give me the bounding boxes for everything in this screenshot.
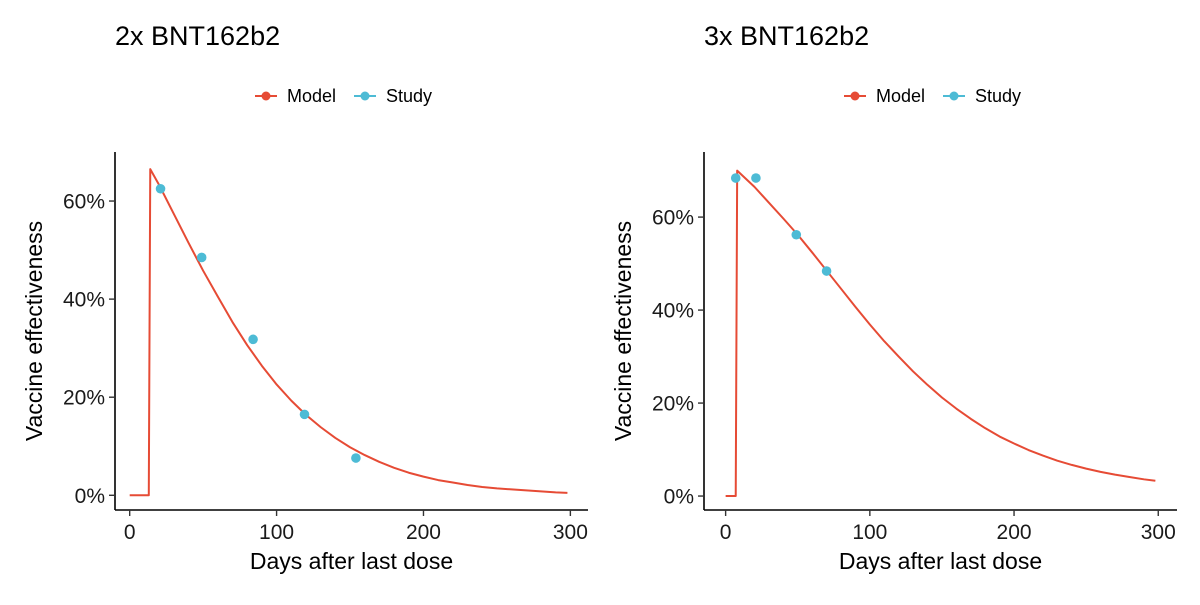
legend-key-point (949, 91, 959, 101)
y-tick-label: 60% (63, 191, 105, 214)
data-point-study (351, 453, 361, 463)
data-point-study (791, 229, 802, 240)
y-axis-title: Vaccine effectiveness (21, 221, 47, 441)
x-tick-label: 100 (852, 521, 887, 544)
legend-item-model: Model (255, 86, 336, 106)
x-tick-label: 300 (553, 521, 588, 544)
legend-item-study: Study (354, 86, 432, 106)
legend: Model Study (255, 86, 432, 106)
legend-label: Study (386, 86, 432, 106)
y-tick-label: 0% (75, 485, 105, 508)
legend-key-point (360, 91, 370, 101)
chart-panel-2: 3x BNT162b2 Model Study 0% 20% 40% 60% 0 100 200 3… (610, 21, 1177, 574)
legend-key-point (850, 91, 860, 101)
legend-label: Model (876, 86, 925, 106)
x-tick-label: 100 (259, 521, 294, 544)
data-point-study (730, 173, 741, 183)
y-tick-label: 40% (652, 300, 694, 323)
x-tick-label: 0 (720, 521, 732, 544)
x-axis-title: Days after last dose (250, 548, 453, 574)
data-point-study (751, 173, 761, 183)
chart-panel-1: 2x BNT162b2 Model Study 0% 20% 40% 60% 0 100 200 3… (21, 21, 588, 574)
x-tick-label: 300 (1141, 521, 1176, 544)
data-point-study (248, 334, 258, 345)
y-tick-label: 40% (63, 289, 105, 312)
y-axis-title: Vaccine effectiveness (610, 221, 636, 441)
series-line-model (129, 168, 568, 497)
data-point-study (155, 183, 166, 194)
legend-label: Model (287, 86, 336, 106)
x-tick-label: 200 (997, 521, 1032, 544)
y-tick-label: 0% (664, 486, 694, 509)
data-point-study (821, 266, 832, 276)
y-tick-label: 60% (652, 207, 694, 230)
chart-title: 2x BNT162b2 (115, 21, 280, 51)
legend-key-point (261, 91, 271, 101)
series-line-model (725, 169, 1156, 498)
y-tick-label: 20% (652, 393, 694, 416)
y-tick-label: 20% (63, 387, 105, 410)
data-point-study (299, 409, 310, 420)
x-tick-label: 0 (124, 521, 136, 544)
legend-item-model: Model (844, 86, 925, 106)
legend-label: Study (975, 86, 1021, 106)
chart-title: 3x BNT162b2 (704, 21, 869, 51)
legend-item-study: Study (943, 86, 1021, 106)
data-point-study (196, 252, 207, 263)
x-tick-label: 200 (406, 521, 441, 544)
legend: Model Study (844, 86, 1021, 106)
x-axis-title: Days after last dose (839, 548, 1042, 574)
